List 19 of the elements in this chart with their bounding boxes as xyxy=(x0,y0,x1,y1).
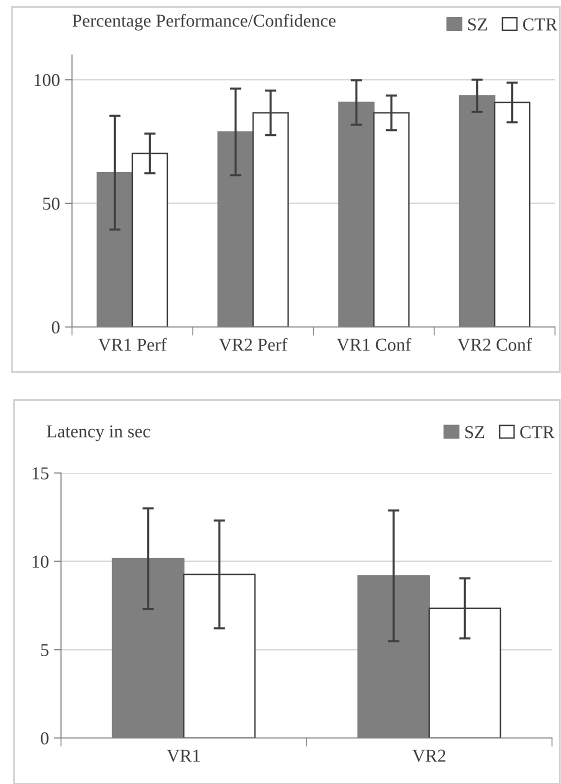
x-tick-label: VR2 Perf xyxy=(218,338,288,351)
y-tick-label: 15 xyxy=(32,467,48,480)
legend-label: SZ xyxy=(468,18,488,31)
y-tick-label: 0 xyxy=(40,732,49,744)
y-tick-label: 100 xyxy=(34,74,60,86)
y-tick-label: 0 xyxy=(52,321,60,334)
x-tick-label: VR1 Conf xyxy=(336,338,412,351)
x-tick-label: VR1 Perf xyxy=(98,338,167,351)
legend-label: CTR xyxy=(523,18,558,31)
legend-label: SZ xyxy=(465,426,484,438)
y-tick-label: 10 xyxy=(32,556,49,568)
chart-title: Percentage Performance/Confidence xyxy=(72,14,336,31)
chart-title: Latency in sec xyxy=(46,425,150,442)
legend-label: CTR xyxy=(520,426,555,438)
y-tick-label: 50 xyxy=(43,198,60,210)
x-tick-label: VR2 Conf xyxy=(457,338,532,351)
y-tick-label: 5 xyxy=(41,644,48,656)
x-tick-label: VR1 xyxy=(166,750,200,762)
x-tick-label: VR2 xyxy=(412,750,446,762)
